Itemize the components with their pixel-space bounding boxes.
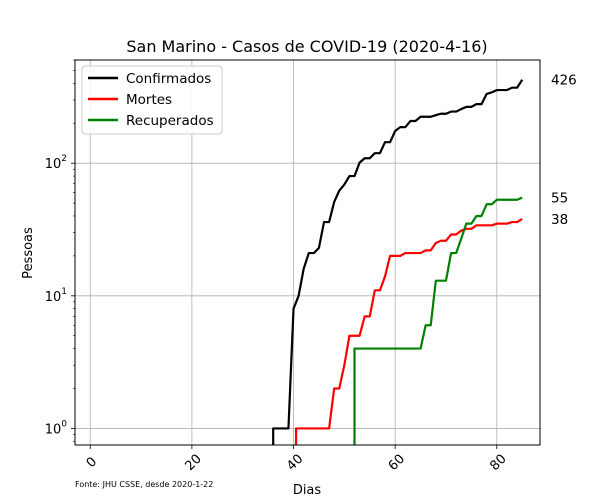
- x-tick-label: 60: [386, 452, 408, 474]
- legend-label-recuperados: Recuperados: [126, 113, 214, 129]
- legend-box: [81, 65, 223, 135]
- end-label-confirmados: 426: [551, 73, 577, 89]
- x-axis: 0 20 40 60 80: [84, 445, 510, 474]
- x-tick-label: 80: [487, 452, 509, 474]
- x-tick-label: 40: [284, 452, 306, 474]
- source-footnote: Fonte: JHU CSSE, desde 2020-1-22: [75, 480, 213, 489]
- end-labels: 426 55 38: [551, 73, 577, 228]
- series-line-confirmados: [272, 79, 524, 445]
- legend-label-mortes: Mortes: [126, 92, 172, 108]
- legend: Confirmados Mortes Recuperados: [81, 65, 223, 135]
- plot-frame: [74, 59, 541, 446]
- end-label-mortes: 38: [551, 212, 568, 228]
- y-tick-label: 102: [45, 154, 67, 172]
- y-tick-exponent: 1: [61, 287, 67, 297]
- series-layer: [272, 79, 524, 445]
- legend-label-confirmados: Confirmados: [126, 71, 211, 87]
- y-axis-label: Pessoas: [21, 227, 36, 279]
- end-label-recuperados: 55: [551, 191, 568, 207]
- series-line-mortes: [294, 217, 523, 445]
- y-tick-base: 10: [45, 422, 62, 437]
- y-tick-exponent: 0: [61, 419, 67, 429]
- y-tick-label: 101: [45, 287, 67, 305]
- y-tick-base: 10: [45, 157, 62, 172]
- y-tick-label: 100: [45, 419, 68, 437]
- x-tick-label: 20: [182, 452, 204, 474]
- chart-title: San Marino - Casos de COVID-19 (2020-4-1…: [126, 37, 487, 56]
- y-tick-exponent: 2: [61, 154, 67, 164]
- x-axis-label: Dias: [293, 483, 322, 498]
- y-tick-base: 10: [45, 290, 62, 305]
- x-tick-label: 0: [84, 455, 100, 471]
- series-line-recuperados: [353, 196, 523, 445]
